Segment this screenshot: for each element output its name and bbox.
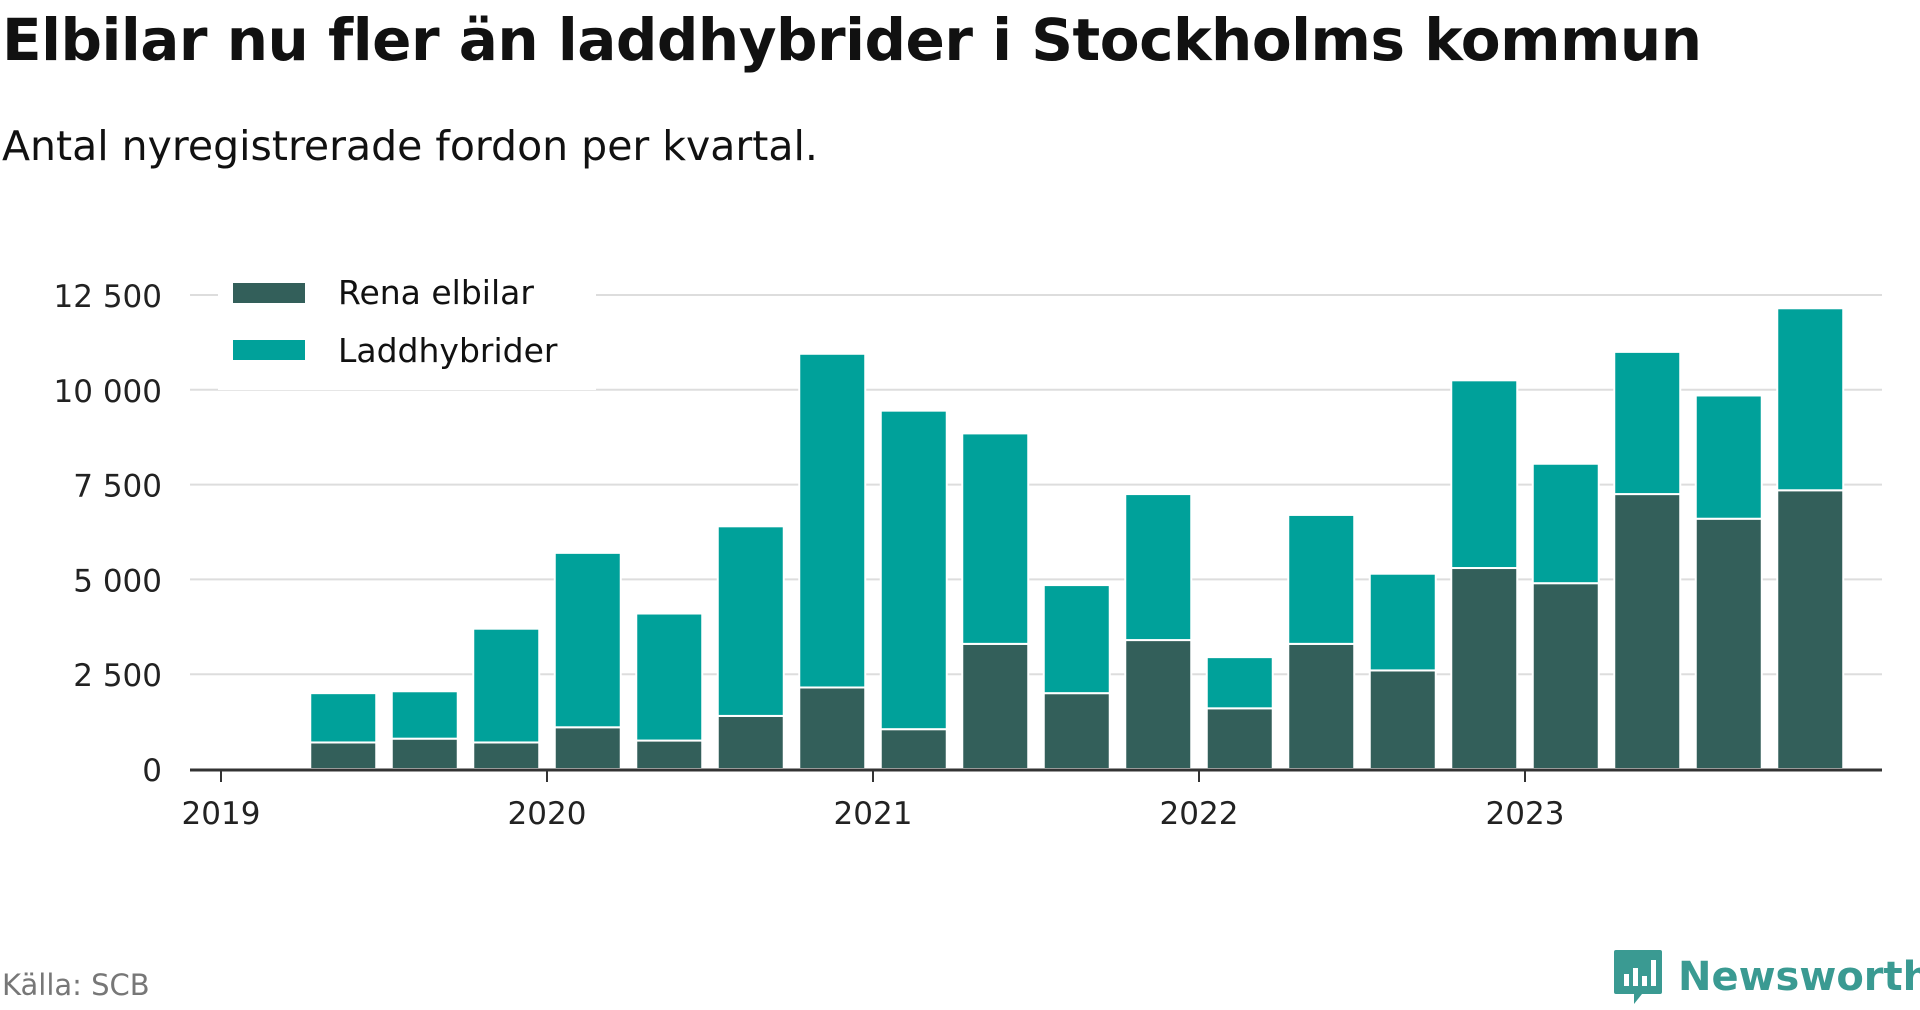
bar-laddhybrider [1613, 350, 1682, 496]
bar-laddhybrider [1776, 307, 1845, 492]
x-tick-label: 2022 [1160, 796, 1239, 832]
y-tick-label: 7 500 [73, 469, 162, 505]
bar-rena-elbilar [1613, 493, 1682, 770]
x-tick-label: 2020 [508, 796, 587, 832]
bar-rena-elbilar [1287, 642, 1356, 771]
legend-label-laddhybrider: Laddhybrider [338, 331, 558, 370]
bar-laddhybrider [472, 627, 541, 744]
chart-subtitle: Antal nyregistrerade fordon per kvartal. [2, 122, 818, 170]
bar-laddhybrider [1042, 584, 1111, 695]
bar-laddhybrider [1450, 379, 1519, 570]
bar-rena-elbilar [635, 739, 704, 770]
newsworthy-icon [1614, 950, 1662, 1004]
bar-laddhybrider [961, 432, 1030, 645]
bar-rena-elbilar [309, 741, 378, 770]
chart-title: Elbilar nu fler än laddhybrider i Stockh… [2, 6, 1702, 74]
legend-swatch-laddhybrider [233, 340, 305, 360]
bar-rena-elbilar [1776, 489, 1845, 770]
bar-laddhybrider [1205, 656, 1274, 710]
bar-laddhybrider [716, 525, 785, 717]
brand-logo: Newsworthy [1612, 948, 1920, 1006]
bar-rena-elbilar [390, 737, 459, 771]
bar-rena-elbilar [1205, 707, 1274, 771]
bar-laddhybrider [309, 692, 378, 744]
y-tick-label: 5 000 [73, 563, 162, 599]
x-tick-label: 2021 [834, 796, 913, 832]
y-axis: 0 2 500 5 000 7 500 10 000 12 500 [54, 279, 162, 789]
bar-rena-elbilar [1368, 669, 1437, 771]
bar-laddhybrider [1531, 462, 1600, 585]
bar-laddhybrider [1124, 493, 1193, 642]
x-tick-label: 2023 [1486, 796, 1565, 832]
x-axis: 2019 2020 2021 2022 2023 [182, 768, 1882, 832]
y-tick-label: 10 000 [54, 374, 162, 410]
bar-rena-elbilar [798, 686, 867, 770]
bar-laddhybrider [1368, 572, 1437, 672]
bar-laddhybrider [879, 409, 948, 731]
bar-laddhybrider [1694, 394, 1763, 520]
y-tick-label: 0 [142, 753, 162, 789]
x-tick-label: 2019 [182, 796, 261, 832]
source-note: Källa: SCB [2, 968, 150, 1002]
bar-laddhybrider [798, 352, 867, 689]
bar-rena-elbilar [553, 726, 622, 771]
bar-rena-elbilar [879, 728, 948, 771]
y-tick-label: 12 500 [54, 279, 162, 315]
legend-label-elbilar: Rena elbilar [338, 273, 534, 312]
bar-rena-elbilar [1124, 639, 1193, 771]
bar-laddhybrider [635, 612, 704, 742]
legend-swatch-elbilar [233, 283, 305, 303]
bar-rena-elbilar [1450, 567, 1519, 770]
bar-rena-elbilar [1694, 517, 1763, 771]
bar-rena-elbilar [961, 642, 1030, 771]
legend: Rena elbilar Laddhybrider [218, 266, 596, 390]
bar-rena-elbilar [1042, 692, 1111, 770]
bar-chart: 0 2 500 5 000 7 500 10 000 12 500 2019 2020 202… [53, 266, 1882, 832]
bar-series [309, 307, 1845, 771]
bar-laddhybrider [553, 551, 622, 729]
bar-laddhybrider [1287, 513, 1356, 645]
bar-rena-elbilar [472, 741, 541, 770]
bar-rena-elbilar [716, 714, 785, 770]
y-tick-label: 2 500 [73, 658, 162, 694]
bar-rena-elbilar [1531, 582, 1600, 771]
bar-laddhybrider [390, 690, 459, 740]
brand-name: Newsworthy [1678, 954, 1920, 1000]
